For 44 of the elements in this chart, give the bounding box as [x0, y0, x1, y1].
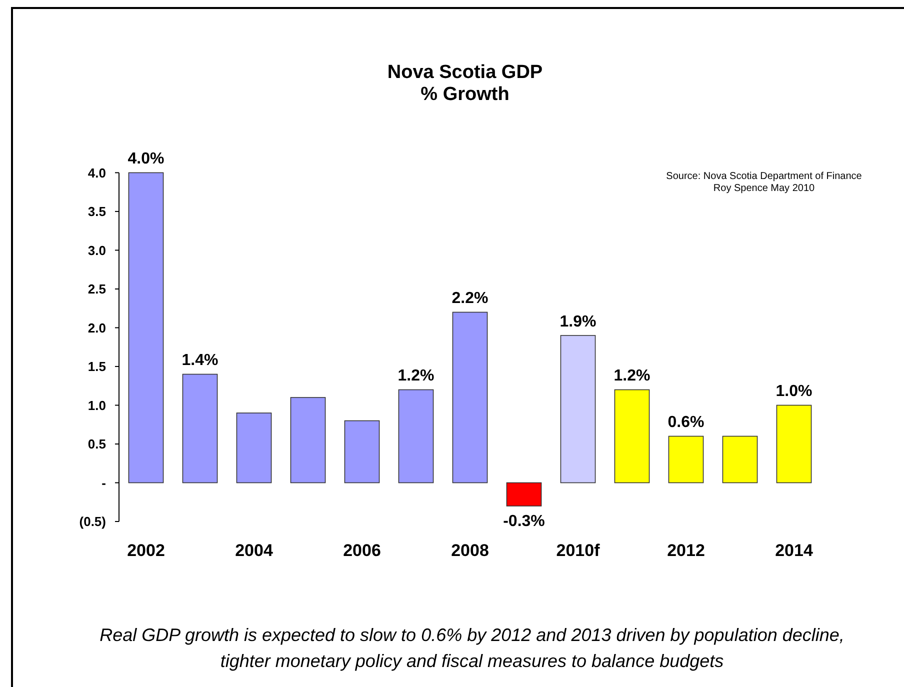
data-label: 0.6%	[668, 414, 704, 432]
y-tick-label: 0.5	[88, 436, 106, 452]
annotation: Source: Nova Scotia Department of Finance	[666, 171, 862, 182]
annotation: Roy Spence May 2010	[713, 183, 816, 194]
bar	[506, 482, 542, 506]
chart-title: Nova Scotia GDP	[387, 62, 543, 83]
x-tick-label: 2008	[451, 541, 489, 560]
data-label: 1.9%	[560, 313, 596, 330]
data-label: 1.2%	[398, 368, 434, 385]
bar	[614, 389, 650, 484]
x-tick-label: 2006	[343, 541, 381, 560]
y-tick-label: 1.0	[88, 398, 106, 413]
bar	[236, 412, 272, 484]
bar	[128, 172, 164, 484]
data-label: 1.0%	[776, 383, 812, 400]
x-tick-label: 2014	[775, 541, 814, 560]
y-tick-label: 1.5	[88, 359, 106, 374]
y-tick-label: 3.5	[88, 204, 106, 220]
data-label: 4.0%	[128, 150, 164, 168]
y-tick-label: 2.5	[88, 282, 106, 297]
x-tick-label: 2002	[127, 541, 165, 560]
bar	[452, 312, 488, 484]
bar	[290, 397, 326, 484]
x-tick-label: 2004	[235, 541, 274, 560]
y-tick-label: 3.0	[88, 242, 106, 258]
bar	[668, 436, 704, 484]
bar	[722, 436, 758, 484]
bar	[560, 335, 596, 484]
data-label: -0.3%	[503, 513, 545, 530]
data-label: 2.2%	[452, 290, 488, 308]
chart-subtitle: % Growth	[420, 84, 510, 105]
bar	[344, 420, 380, 484]
y-tick-label: (0.5)	[79, 514, 106, 530]
y-tick-label: 2.0	[88, 320, 106, 336]
x-tick-label: 2012	[667, 541, 705, 560]
bar	[398, 389, 434, 484]
data-label: 1.4%	[182, 352, 218, 370]
text: Real GDP growth is expected to slow to 0.6% by 2012 and 2013 driven by population decline, tighter monetary policy and fiscal measures to balance budgets	[100, 625, 844, 671]
bar	[776, 404, 812, 484]
y-tick-label: 4.0	[88, 165, 106, 180]
bar	[182, 374, 218, 484]
y-tick-label: -	[102, 475, 106, 490]
data-label: 1.2%	[614, 368, 650, 385]
x-tick-label: 2010f	[556, 541, 600, 560]
